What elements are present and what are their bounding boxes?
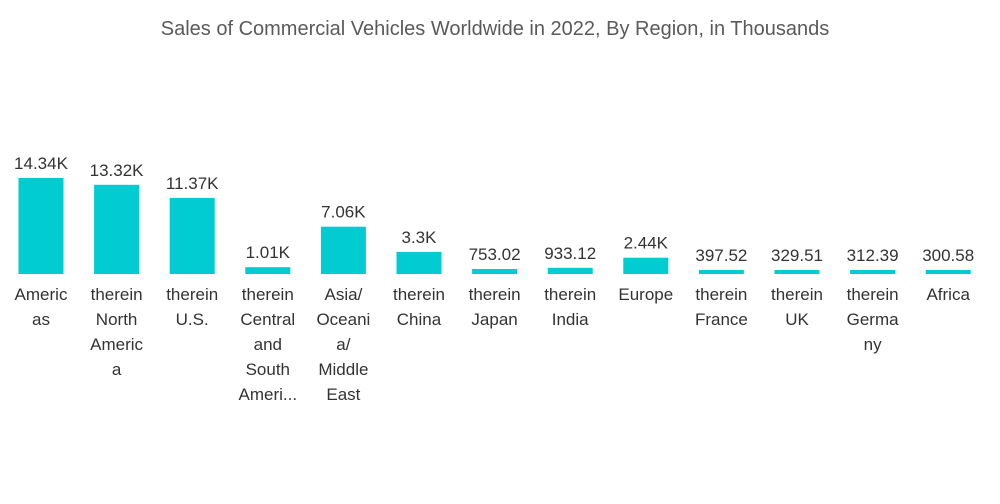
value-label-8: 2.44K (624, 234, 669, 253)
bar-5 (396, 251, 442, 274)
category-label-1: therein North Americ a (90, 285, 143, 379)
value-label-10: 329.51 (771, 246, 823, 265)
value-label-11: 312.39 (847, 246, 899, 265)
value-label-12: 300.58 (922, 246, 974, 265)
bar-2 (169, 197, 215, 274)
bar-6 (472, 269, 518, 274)
category-label-0: Americ as (15, 285, 68, 329)
category-label-10: therein UK (771, 285, 823, 329)
value-label-6: 753.02 (469, 245, 521, 264)
bar-9 (698, 270, 744, 274)
value-label-3: 1.01K (246, 243, 291, 262)
category-label-11: therein Germa ny (847, 285, 900, 354)
value-label-0: 14.34K (14, 154, 69, 173)
category-label-6: therein Japan (469, 285, 521, 329)
category-label-4: Asia/Oceani a/Middle East (316, 285, 370, 404)
bar-4 (320, 226, 366, 274)
category-label-9: therein France (695, 285, 748, 329)
value-label-1: 13.32K (90, 161, 145, 180)
value-label-5: 3.3K (402, 228, 438, 247)
category-label-7: therein India (544, 285, 596, 329)
category-label-8: Europe (618, 285, 673, 304)
category-label-3: therein Central and South Ameri... (239, 285, 298, 404)
value-label-9: 397.52 (695, 246, 747, 265)
bar-10 (774, 270, 820, 274)
value-label-7: 933.12 (544, 244, 596, 263)
value-label-2: 11.37K (166, 174, 219, 193)
bar-7 (547, 267, 593, 274)
bar-3 (245, 267, 291, 274)
chart-title: Sales of Commercial Vehicles Worldwide i… (160, 18, 830, 40)
bar-12 (925, 270, 971, 274)
bar-0 (18, 178, 64, 274)
category-label-5: therein China (393, 285, 445, 329)
category-label-12: Africa (926, 285, 970, 304)
bar-11 (850, 270, 896, 274)
value-label-4: 7.06K (321, 203, 366, 222)
bar-8 (623, 257, 669, 274)
category-label-2: therein U.S. (166, 285, 218, 329)
bar-1 (94, 184, 140, 274)
